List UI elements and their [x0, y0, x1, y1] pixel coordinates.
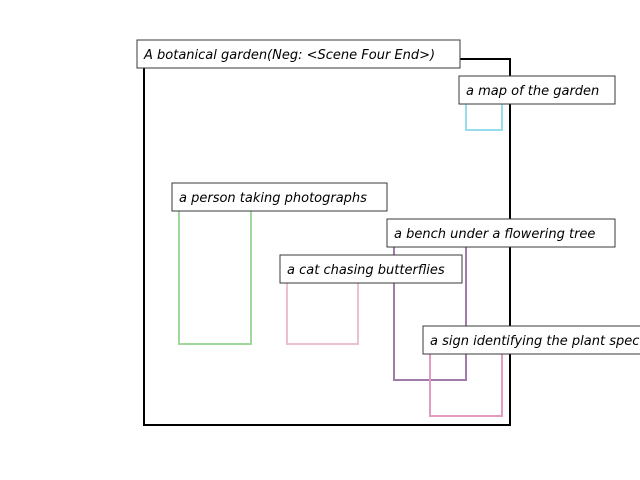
region-label-sign-text: a sign identifying the plant species — [430, 334, 640, 349]
region-label-map-background — [458, 75, 616, 105]
scene-label-text: A botanical garden(Neg: <Scene Four End>… — [143, 48, 435, 63]
region-label-map-text: a map of the garden — [466, 84, 599, 99]
region-label-photographer-background — [171, 182, 388, 212]
region-label-cat-text: a cat chasing butterflies — [287, 263, 445, 278]
region-labels: A botanical garden(Neg: <Scene Four End>… — [136, 39, 640, 355]
region-label-bench-background — [386, 218, 616, 248]
region-label-photographer: a person taking photographs — [171, 182, 388, 212]
region-label-cat-background — [279, 254, 463, 284]
region-box-cat — [286, 272, 359, 345]
region-label-map: a map of the garden — [458, 75, 616, 105]
region-label-sign-background — [422, 325, 640, 355]
region-label-sign: a sign identifying the plant species — [422, 325, 640, 355]
scene-label: A botanical garden(Neg: <Scene Four End>… — [136, 39, 461, 69]
scene-label-background — [136, 39, 461, 69]
region-label-cat: a cat chasing butterflies — [279, 254, 463, 284]
region-label-photographer-text: a person taking photographs — [179, 191, 367, 206]
region-box-photographer — [178, 201, 252, 345]
region-label-bench: a bench under a flowering tree — [386, 218, 616, 248]
region-label-bench-text: a bench under a flowering tree — [394, 227, 595, 242]
